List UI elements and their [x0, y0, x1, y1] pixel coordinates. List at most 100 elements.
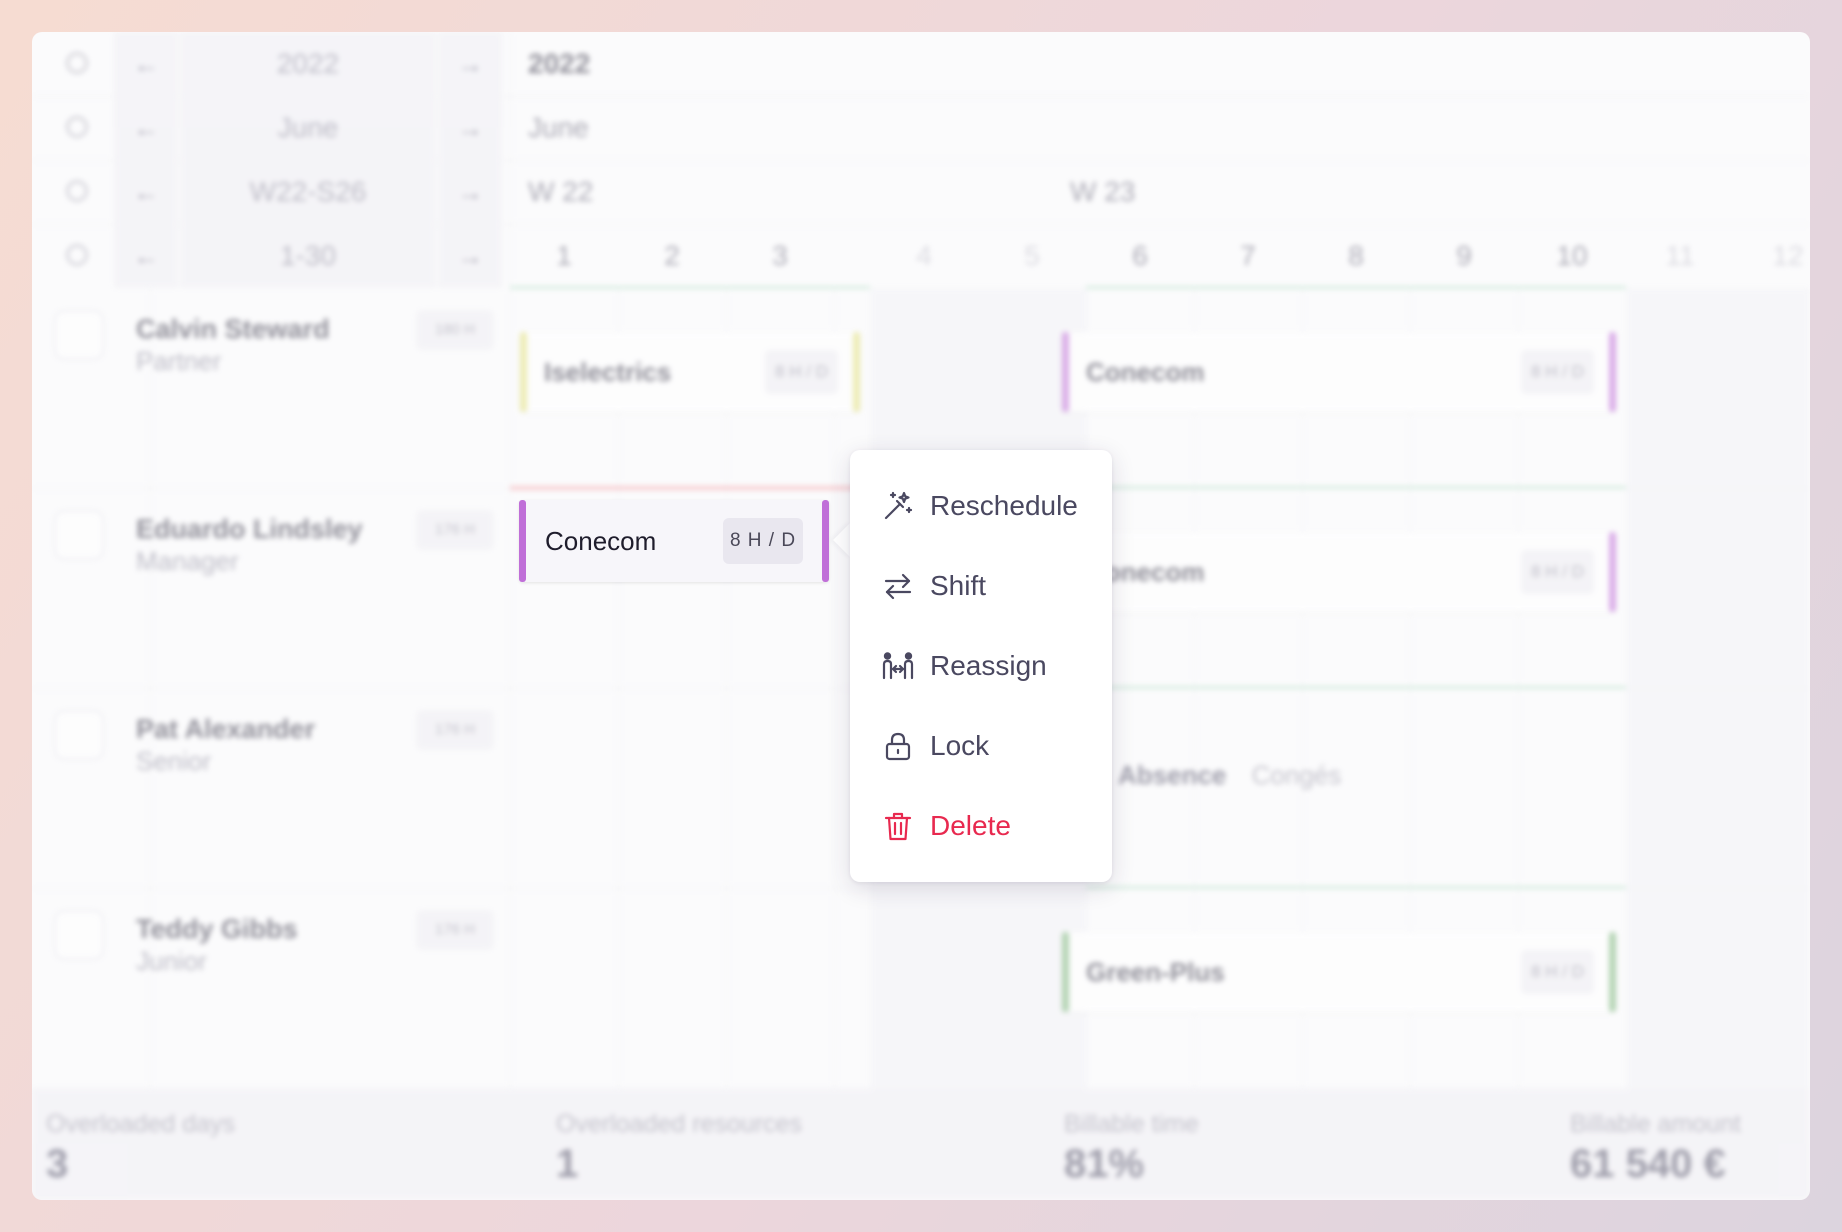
- resource-role: Partner: [136, 346, 222, 376]
- assignment-bar[interactable]: Green-Plus 8 H / D: [1062, 932, 1616, 1012]
- assignment-project: Iselectrics: [544, 357, 672, 387]
- selected-assignment-bar[interactable]: Conecom 8 H / D: [519, 500, 829, 582]
- stat-value: 3: [46, 1142, 69, 1186]
- bar-edge[interactable]: [519, 500, 526, 582]
- stats-footer: Overloaded days 3 Overloaded resources 1…: [32, 1088, 1810, 1200]
- resource-name[interactable]: Teddy Gibbs: [136, 914, 298, 944]
- month-selector[interactable]: June: [180, 96, 436, 160]
- people-exchange-icon: [882, 652, 914, 680]
- avatar: [54, 310, 104, 360]
- day-prev-button[interactable]: ←: [114, 224, 178, 288]
- load-indicator: [1086, 286, 1626, 289]
- month-next-button[interactable]: →: [438, 96, 502, 160]
- day-header: 8: [1348, 240, 1364, 271]
- avatar: [54, 710, 104, 760]
- month-toggle-icon[interactable]: [66, 116, 88, 138]
- day-toggle-icon[interactable]: [66, 244, 88, 266]
- day-header: 9: [1456, 240, 1472, 271]
- year-toggle-icon[interactable]: [66, 52, 88, 74]
- grid-line: [510, 32, 511, 1088]
- bar-edge[interactable]: [1609, 532, 1616, 612]
- month-label: June: [528, 112, 589, 143]
- assignment-bar[interactable]: Conecom 8 H / D: [1062, 332, 1616, 412]
- resource-role: Manager: [136, 546, 239, 576]
- menu-item-label: Shift: [930, 570, 987, 601]
- arrows-swap-icon: [884, 573, 912, 600]
- menu-item-label: Reassign: [930, 650, 1047, 681]
- planner-window: ← 2022 → 2022 ← June → June ← W22-S26 → …: [32, 32, 1810, 1200]
- menu-item-reassign[interactable]: Reassign: [850, 626, 1112, 706]
- day-header: 3: [772, 240, 788, 271]
- year-selector[interactable]: 2022: [180, 32, 436, 96]
- bar-edge[interactable]: [1062, 932, 1069, 1012]
- week-toggle-icon[interactable]: [66, 180, 88, 202]
- grid-line: [32, 96, 1810, 97]
- resource-role: Senior: [136, 746, 212, 776]
- menu-item-label: Reschedule: [930, 490, 1078, 521]
- menu-item-reschedule[interactable]: Reschedule: [850, 466, 1112, 546]
- stat-label: Overloaded days: [46, 1110, 236, 1138]
- day-next-button[interactable]: →: [438, 224, 502, 288]
- day-header: 7: [1240, 240, 1256, 271]
- resource-role: Junior: [136, 946, 207, 976]
- bar-edge[interactable]: [1609, 332, 1616, 412]
- absence-label: Absence: [1118, 760, 1227, 790]
- month-prev-button[interactable]: ←: [114, 96, 178, 160]
- resource-name[interactable]: Eduardo Lindsley: [136, 514, 363, 544]
- capacity-badge: 176 H: [416, 510, 494, 550]
- assignment-rate: 8 H / D: [1521, 950, 1594, 994]
- stat-value: 1: [556, 1142, 579, 1186]
- avatar: [54, 910, 104, 960]
- load-indicator: [510, 286, 870, 289]
- menu-item-delete[interactable]: Delete: [850, 786, 1112, 866]
- assignment-project: Conecom: [1086, 357, 1205, 387]
- load-indicator: [1086, 486, 1626, 489]
- bar-edge[interactable]: [822, 500, 829, 582]
- assignment-bar[interactable]: Conecom 8 H / D: [1062, 532, 1616, 612]
- menu-item-shift[interactable]: Shift: [850, 546, 1112, 626]
- week-label: W 23: [1070, 176, 1136, 207]
- load-indicator: [1086, 886, 1626, 889]
- avatar: [54, 510, 104, 560]
- stat-label: Billable time: [1064, 1110, 1199, 1138]
- grid-line: [32, 224, 1810, 225]
- context-menu: Reschedule Shift Reassign: [850, 450, 1112, 882]
- day-header: 6: [1132, 240, 1148, 271]
- bar-edge[interactable]: [1062, 332, 1069, 412]
- stat-value: 61 540 €: [1570, 1142, 1726, 1186]
- absence-type: Congés: [1251, 760, 1342, 790]
- week-control: ← W22-S26 → W 22 W 23: [32, 160, 1810, 224]
- planner-background: ← 2022 → 2022 ← June → June ← W22-S26 → …: [32, 32, 1810, 1200]
- year-next-button[interactable]: →: [438, 32, 502, 96]
- week-prev-button[interactable]: ←: [114, 160, 178, 224]
- day-header: 4: [916, 240, 932, 271]
- bar-edge[interactable]: [853, 332, 860, 412]
- assignment-project: Conecom: [545, 526, 657, 556]
- assignment-bar[interactable]: Iselectrics 8 H / D: [520, 332, 860, 412]
- year-control: ← 2022 → 2022: [32, 32, 1810, 96]
- overload-indicator: [510, 486, 870, 490]
- assignment-rate: 8 H / D: [723, 518, 803, 564]
- assignment-project: Green-Plus: [1086, 957, 1225, 987]
- stat-value: 81%: [1064, 1142, 1145, 1186]
- menu-item-lock[interactable]: Lock: [850, 706, 1112, 786]
- assignment-rate: 8 H / D: [765, 350, 838, 394]
- week-next-button[interactable]: →: [438, 160, 502, 224]
- row-divider: [32, 888, 1810, 889]
- resource-name[interactable]: Pat Alexander: [136, 714, 316, 744]
- trash-icon: [884, 812, 912, 841]
- day-header: 10: [1556, 240, 1588, 271]
- year-prev-button[interactable]: ←: [114, 32, 178, 96]
- absence-block[interactable]: Absence Congés: [1118, 760, 1341, 791]
- month-control: ← June → June: [32, 96, 1810, 160]
- day-header: 12: [1772, 240, 1804, 271]
- week-selector[interactable]: W22-S26: [180, 160, 436, 224]
- day-control: ← 1-30 →: [32, 224, 1810, 288]
- bar-edge[interactable]: [520, 332, 527, 412]
- menu-item-label: Lock: [930, 730, 990, 761]
- day-selector[interactable]: 1-30: [180, 224, 436, 288]
- capacity-badge: 176 H: [416, 710, 494, 750]
- bar-edge[interactable]: [1609, 932, 1616, 1012]
- resource-name[interactable]: Calvin Steward: [136, 314, 330, 344]
- grid-line: [32, 160, 1810, 161]
